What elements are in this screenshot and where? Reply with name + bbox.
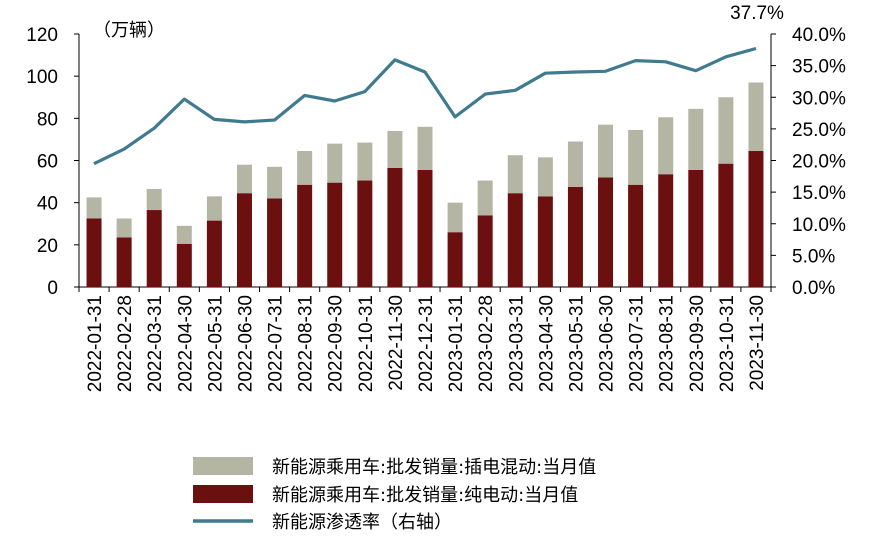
bar-phev	[567, 141, 583, 187]
right-tick-label: 40.0%	[792, 25, 846, 46]
x-tick-label: 2023-08-31	[657, 295, 678, 392]
x-tick-label: 2023-05-31	[566, 295, 587, 392]
bar-bev	[176, 243, 192, 287]
bar-phev	[236, 164, 252, 194]
bar-phev	[146, 188, 162, 211]
bar-phev	[507, 155, 523, 194]
x-tick-label: 2022-04-30	[175, 295, 196, 392]
x-tick-label: 2022-02-28	[115, 295, 136, 392]
x-tick-label: 2023-01-31	[446, 295, 467, 392]
legend-swatch	[193, 457, 253, 475]
legend-label: 新能源乘用车:批发销量:插电混动:当月值	[272, 457, 596, 478]
bar-bev	[567, 186, 583, 287]
right-tick-label: 35.0%	[792, 57, 846, 78]
unit-label: （万辆）	[93, 20, 165, 41]
bar-bev	[327, 182, 343, 287]
bar-phev	[387, 130, 403, 168]
penetration-line-path	[93, 46, 757, 166]
bar-bev	[748, 151, 764, 287]
bar-phev	[297, 151, 313, 185]
left-tick-label: 0	[47, 278, 58, 299]
bar-phev	[327, 143, 343, 183]
bar-phev	[417, 126, 433, 170]
bar-phev	[357, 142, 373, 181]
bar-bev	[537, 196, 553, 287]
bar-bev	[236, 193, 252, 287]
bar-bev	[598, 177, 614, 287]
bar-bev	[146, 210, 162, 287]
bar-phev	[628, 129, 644, 185]
bar-phev	[206, 196, 222, 221]
bar-phev	[267, 166, 283, 199]
bar-bev	[658, 174, 674, 287]
x-tick-label: 2023-10-31	[717, 295, 738, 392]
left-tick-label: 80	[37, 109, 58, 130]
bar-bev	[206, 220, 222, 287]
left-tick-label: 120	[26, 25, 58, 46]
labels: 0 20 40 60 80 100 120 0.0% 5.0% 10.0% 15.0% 20.0% 25…	[26, 25, 846, 392]
bar-phev	[116, 218, 132, 238]
legend: 新能源乘用车:批发销量:插电混动:当月值新能源乘用车:批发销量:纯电动:当月值新…	[193, 457, 596, 533]
bar-bev	[116, 237, 132, 287]
right-tick-label: 0.0%	[792, 278, 835, 299]
bar-phev	[447, 202, 463, 233]
left-tick-label: 60	[37, 152, 58, 173]
bar-bev	[357, 180, 373, 287]
x-tick-label: 2022-05-31	[205, 295, 226, 392]
x-tick-label: 2022-12-31	[416, 295, 437, 392]
penetration-line	[93, 46, 757, 166]
x-tick-label: 2022-09-30	[326, 295, 347, 392]
right-tick-label: 20.0%	[792, 152, 846, 173]
left-tick-label: 40	[37, 194, 58, 215]
right-tick-label: 30.0%	[792, 88, 846, 109]
bar-phev	[176, 225, 192, 244]
bar-bev	[297, 184, 313, 287]
x-tick-label: 2022-10-31	[356, 295, 377, 392]
bar-phev	[477, 180, 493, 216]
bar-phev	[598, 124, 614, 178]
left-tick-label: 100	[26, 67, 58, 88]
x-tick-label: 2023-11-30	[747, 295, 768, 391]
bar-bev	[507, 193, 523, 287]
axes	[74, 33, 776, 292]
bar-phev	[688, 108, 704, 170]
last-value-annotation: 37.7%	[730, 3, 784, 24]
left-tick-label: 20	[37, 236, 58, 257]
x-tick-label: 2022-01-31	[85, 295, 106, 392]
bar-bev	[417, 169, 433, 287]
bar-phev	[718, 97, 734, 164]
x-tick-label: 2023-07-31	[627, 295, 648, 392]
x-tick-label: 2023-03-31	[506, 295, 527, 392]
bar-bev	[477, 215, 493, 287]
legend-swatch	[193, 485, 253, 503]
x-tick-label: 2023-04-30	[536, 295, 557, 392]
legend-label: 新能源乘用车:批发销量:纯电动:当月值	[272, 485, 578, 506]
bar-bev	[628, 184, 644, 287]
bar-phev	[86, 197, 102, 219]
x-tick-label: 2022-08-31	[296, 295, 317, 392]
bar-bev	[688, 169, 704, 287]
bar-phev	[658, 117, 674, 175]
bar-phev	[748, 82, 764, 152]
x-tick-label: 2022-11-30	[386, 295, 407, 391]
bar-bev	[718, 163, 734, 287]
bar-bev	[447, 232, 463, 287]
x-tick-label: 2023-06-30	[597, 295, 618, 392]
right-tick-label: 15.0%	[792, 183, 846, 204]
bars	[86, 82, 764, 287]
right-tick-label: 5.0%	[792, 246, 835, 267]
bar-phev	[537, 157, 553, 197]
x-tick-label: 2023-02-28	[476, 295, 497, 392]
x-tick-label: 2023-09-30	[687, 295, 708, 392]
right-tick-label: 25.0%	[792, 120, 846, 141]
right-tick-label: 10.0%	[792, 215, 846, 236]
bar-bev	[387, 167, 403, 287]
legend-label: 新能源渗透率（右轴）	[272, 512, 452, 533]
x-tick-label: 2022-07-31	[266, 295, 287, 392]
x-tick-label: 2022-06-30	[235, 295, 256, 392]
bar-bev	[86, 218, 102, 287]
bar-bev	[267, 198, 283, 287]
x-tick-label: 2022-03-31	[145, 295, 166, 392]
